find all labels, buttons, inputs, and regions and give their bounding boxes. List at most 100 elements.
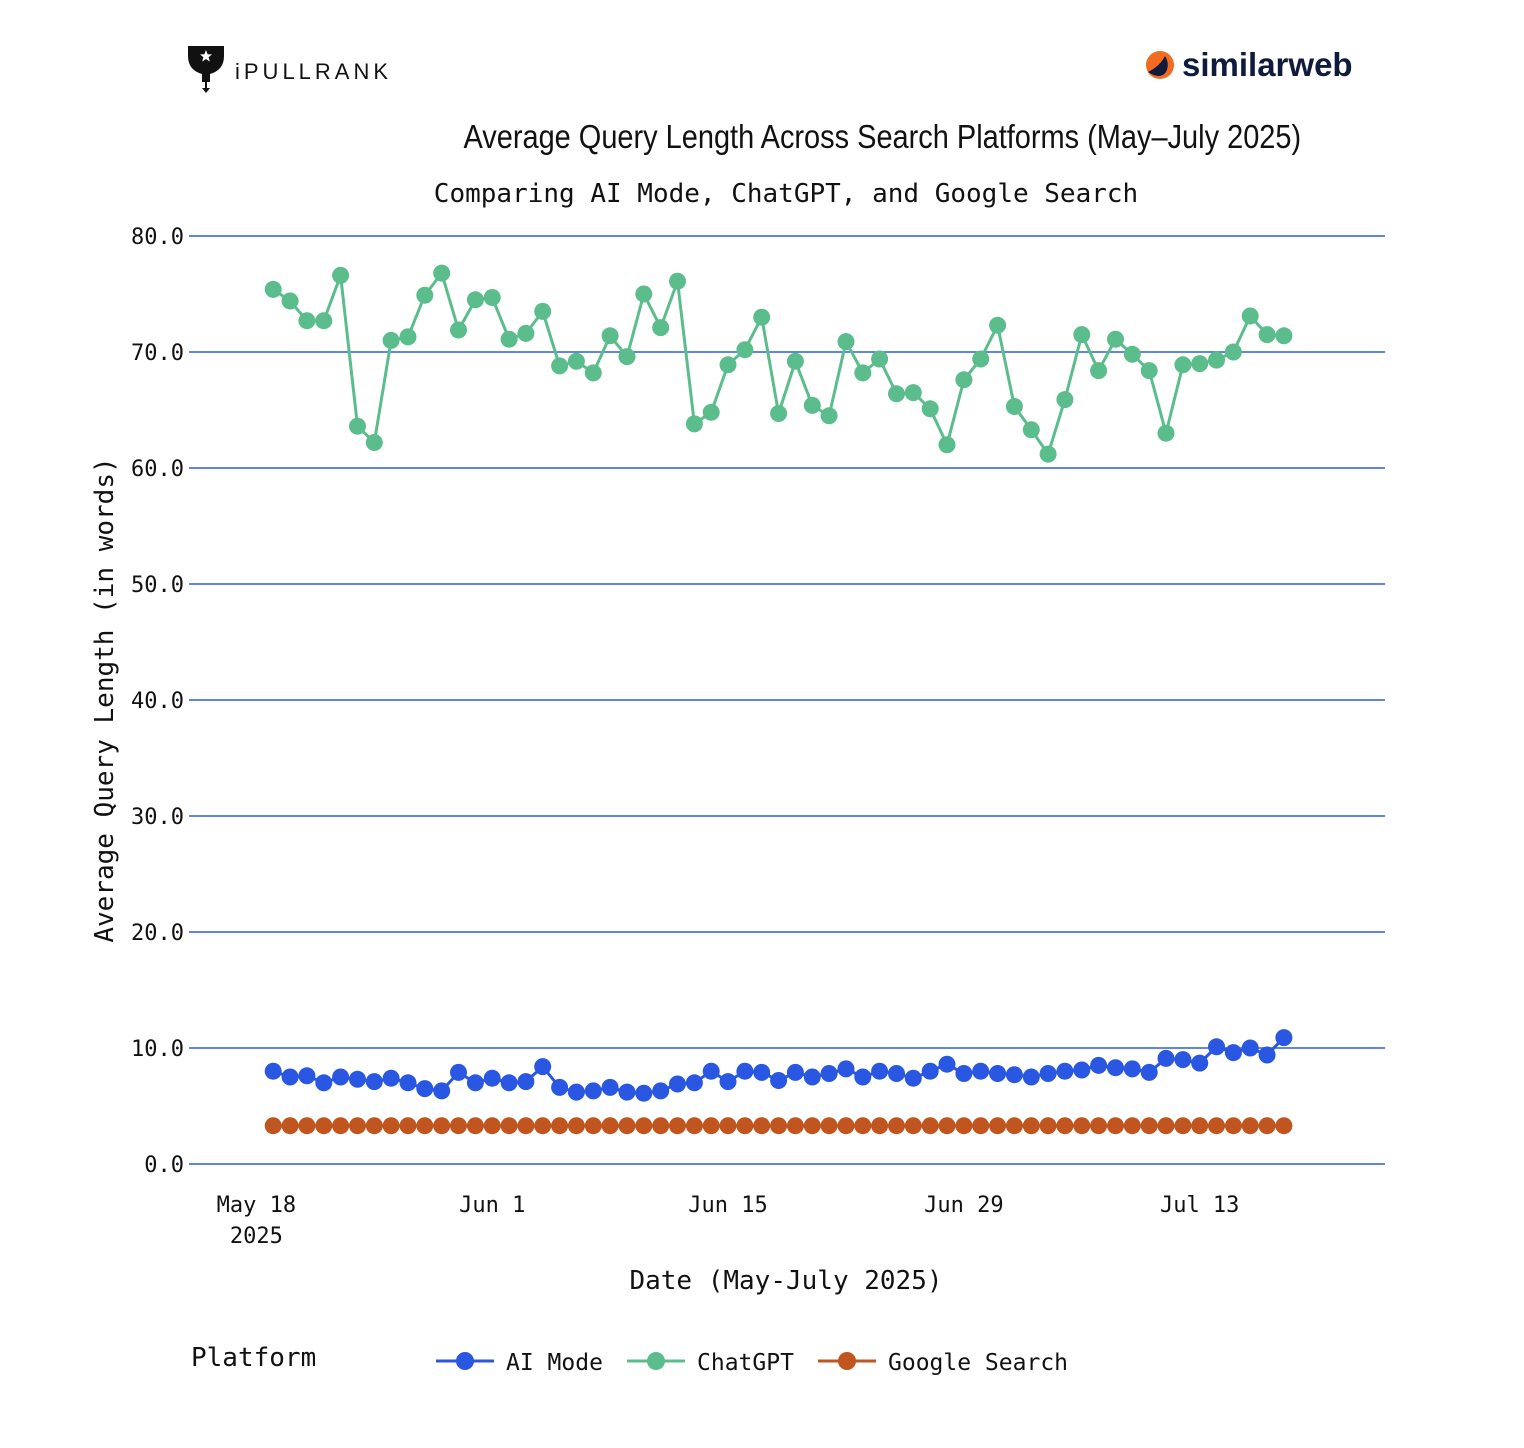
data-point [652,1117,670,1135]
data-point [1090,1056,1108,1074]
data-point [1241,1117,1259,1135]
legend-item: AI Mode [436,1350,603,1376]
x-tick-label: Jul 13 [1160,1193,1239,1218]
data-point [1022,1068,1040,1086]
data-point [820,1065,838,1082]
data-point [399,1117,417,1135]
series-plot-area [264,264,1293,1135]
y-axis-ticks: 0.0 10.0 20.0 30.0 40.0 50.0 60.0 70.0 80.0 [131,225,184,1178]
data-point [365,1117,383,1135]
x-tick-label: Jun 1 [459,1193,525,1218]
data-point [1140,1117,1158,1135]
data-point [567,1083,585,1101]
data-point [972,350,990,368]
data-point [1191,1117,1209,1135]
data-point [551,1078,569,1096]
data-point [1258,1117,1276,1135]
data-point [770,405,788,422]
data-point [382,331,400,349]
data-point [349,417,366,435]
trophy-icon [188,46,224,93]
legend: Platform AI Mode ChatGPT Google Search [191,1343,1068,1376]
data-point [786,1117,804,1135]
data-point [820,1117,838,1135]
data-point [1123,345,1141,363]
data-point [753,1117,771,1135]
series-ai-mode [264,1029,1293,1102]
legend-items: AI Mode ChatGPT Google Search [436,1350,1068,1376]
data-point [1039,1117,1057,1135]
data-point [298,1067,316,1085]
data-point [1107,1117,1124,1135]
data-point [1208,1117,1225,1135]
data-point [1107,330,1124,348]
data-point [753,308,771,326]
series-chatgpt [264,264,1293,463]
y-tick-label: 10.0 [131,1037,184,1062]
legend-marker [647,1352,665,1370]
data-point [1073,1117,1091,1135]
data-point [1073,1061,1091,1079]
data-point [264,1117,282,1135]
x-tick-label: Jun 29 [924,1193,1003,1218]
legend-marker [456,1352,474,1370]
data-point [1258,1046,1276,1064]
data-point [786,352,804,370]
chart-subtitle: Comparing AI Mode, ChatGPT, and Google S… [434,179,1138,209]
data-point [365,1073,383,1091]
data-point [500,1117,518,1135]
data-point [854,1068,872,1086]
data-point [618,1117,636,1135]
data-point [517,324,535,342]
data-point [534,302,552,320]
data-point [702,1117,720,1135]
data-point [719,356,737,374]
data-point [854,364,872,382]
data-point [264,280,282,298]
data-point [567,1117,585,1135]
data-point [534,1117,552,1135]
data-point [1056,1117,1074,1135]
data-point [517,1117,535,1135]
data-point [1039,445,1057,463]
similarweb-logo: similarweb [1146,46,1353,83]
data-point [315,312,333,330]
data-point [382,1069,400,1087]
data-point [1123,1060,1141,1078]
data-point [601,327,619,345]
data-point [972,1117,990,1135]
data-point [1157,424,1175,442]
data-point [989,1065,1007,1082]
data-point [433,1082,451,1100]
data-point [584,1117,602,1135]
data-point [517,1073,535,1091]
data-point [551,357,569,375]
data-point [1224,343,1242,361]
data-point [1123,1117,1141,1135]
data-point [635,1117,653,1135]
data-point [1241,1039,1259,1057]
data-point [837,1060,855,1078]
data-point [483,1117,501,1135]
data-point [989,1117,1007,1135]
x-tick-label: Jun 15 [688,1193,767,1218]
y-tick-label: 20.0 [131,921,184,946]
data-point [1208,351,1225,369]
data-point [938,1055,956,1073]
data-point [888,1065,905,1082]
data-point [938,1117,956,1135]
data-point [281,1117,299,1135]
series-google-search [264,1117,1293,1135]
data-point [1107,1059,1124,1077]
data-point [904,1069,922,1087]
data-point [399,1074,417,1092]
data-point [803,396,821,414]
data-point [483,1069,501,1087]
data-point [1191,355,1209,373]
data-point [753,1063,771,1081]
y-tick-label: 50.0 [131,573,184,598]
data-point [298,312,316,330]
data-point [399,328,417,346]
data-point [871,350,889,368]
data-point [989,316,1007,334]
